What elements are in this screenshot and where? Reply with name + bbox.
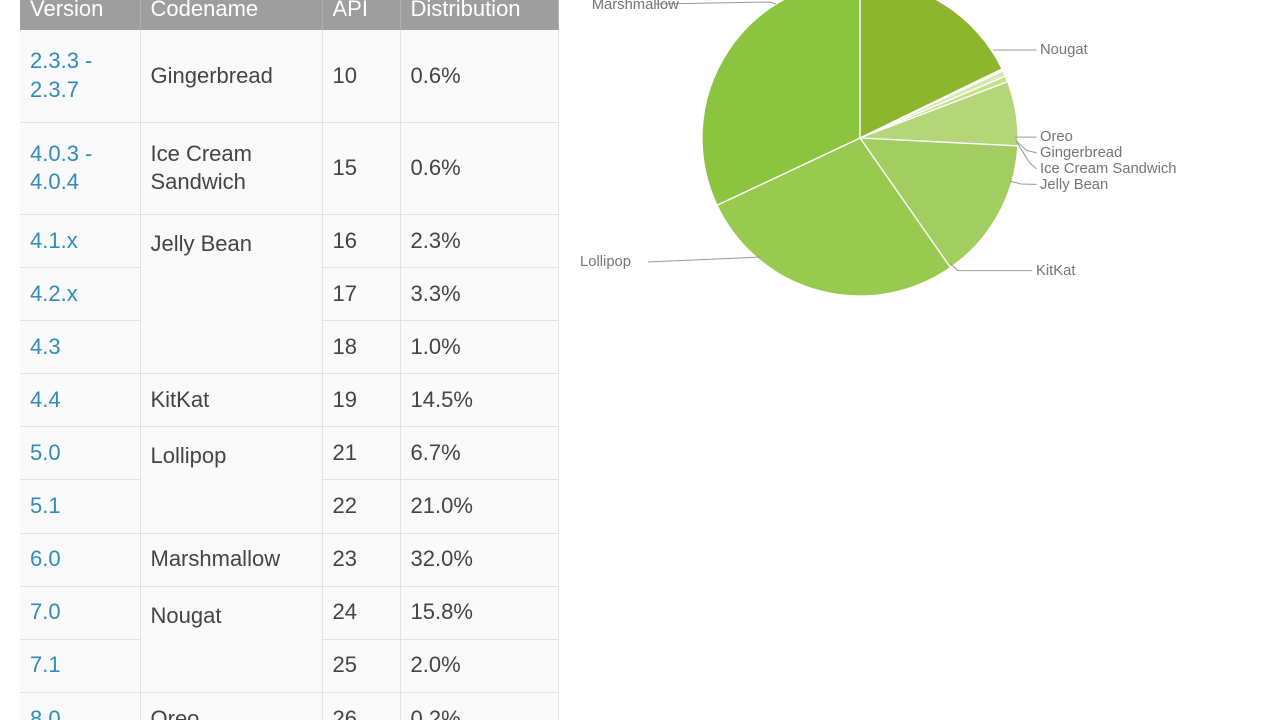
svg-text:Gingerbread: Gingerbread: [1040, 145, 1122, 161]
svg-text:Jelly Bean: Jelly Bean: [1040, 177, 1108, 193]
svg-text:Marshmallow: Marshmallow: [592, 0, 679, 13]
svg-text:Nougat: Nougat: [1040, 42, 1088, 58]
svg-text:KitKat: KitKat: [1036, 263, 1075, 279]
svg-text:Oreo: Oreo: [1040, 129, 1073, 145]
svg-text:Ice Cream Sandwich: Ice Cream Sandwich: [1040, 161, 1177, 177]
svg-text:Lollipop: Lollipop: [580, 254, 631, 270]
